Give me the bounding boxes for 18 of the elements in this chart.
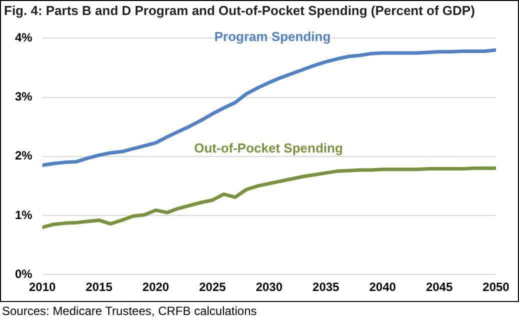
x-tick-label: 2015 xyxy=(86,280,113,294)
x-tick-label: 2025 xyxy=(199,280,226,294)
x-tick-label: 2035 xyxy=(312,280,340,294)
x-tick-label: 2020 xyxy=(142,280,170,294)
y-tick-label: 1% xyxy=(15,208,33,222)
chart-title: Fig. 4: Parts B and D Program and Out-of-Pocket Spending (Percent of GDP) xyxy=(4,3,475,18)
y-tick-label: 3% xyxy=(15,90,33,104)
series-label: Out-of-Pocket Spending xyxy=(194,140,343,156)
series-label: Program Spending xyxy=(214,28,331,44)
x-tick-label: 2030 xyxy=(256,280,283,294)
x-tick-label: 2040 xyxy=(369,280,396,294)
x-tick-label: 2050 xyxy=(482,280,510,294)
y-tick-label: 0% xyxy=(15,266,33,281)
y-tick-label: 4% xyxy=(15,30,33,45)
y-tick-label: 2% xyxy=(15,148,33,163)
source-note: Sources: Medicare Trustees, CRFB calculations xyxy=(2,304,257,318)
x-tick-label: 2010 xyxy=(28,280,56,294)
x-tick-label: 2045 xyxy=(426,280,453,294)
